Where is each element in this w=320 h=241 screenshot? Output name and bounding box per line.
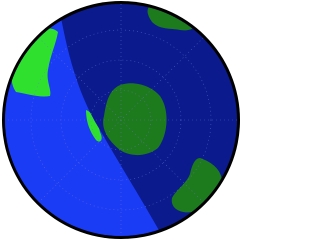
globe-view [0,0,242,241]
page [0,0,242,241]
